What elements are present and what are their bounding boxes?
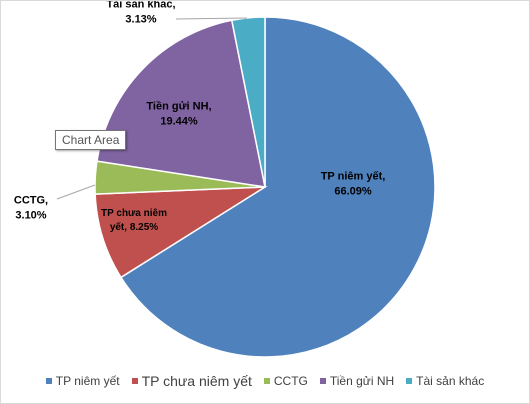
legend-item-tai-san-khac: Tài sản khác: [406, 374, 484, 388]
legend-label: Tiền gửi NH: [329, 374, 395, 388]
legend-item-cctg: CCTG: [263, 374, 308, 388]
pie-slice-tp-niem-yet[interactable]: [119, 16, 436, 358]
pie-chart: TP niêm yết, 66.09% TP chưa niêm yết, 8.25%…: [14, 1, 436, 358]
legend-swatch-icon: [131, 378, 138, 384]
data-label-tp-chua-niem-yet: TP chưa niêm yết, 8.25%: [101, 208, 167, 233]
data-label-cctg: CCTG, 3.10%: [14, 195, 48, 222]
legend-swatch-icon: [406, 378, 413, 384]
legend-label: TP chưa niêm yết: [141, 373, 252, 389]
legend-label: CCTG: [273, 374, 308, 388]
leader-line-cctg: [56, 184, 96, 200]
legend-swatch-icon: [45, 378, 52, 384]
data-label-tien-gui-nh: Tiền gửi NH, 19.44%: [146, 101, 211, 128]
legend-swatch-icon: [319, 378, 326, 384]
legend-item-tien-gui-nh: Tiền gửi NH: [319, 374, 395, 388]
legend-label: TP niêm yết: [55, 374, 120, 388]
leader-line-tai-san-khac: [175, 17, 248, 20]
chart-area-tooltip: Chart Area: [55, 130, 127, 150]
data-label-tp-niem-yet: TP niêm yết, 66.09%: [321, 171, 386, 198]
chart-legend: TP niêm yết TP chưa niêm yết CCTG Tiền g…: [1, 373, 529, 389]
data-label-tai-san-khac: Tài sản khác, 3.13%: [106, 1, 175, 26]
pie-slice-tai-san-khac[interactable]: [230, 16, 266, 188]
legend-item-tp-niem-yet: TP niêm yết: [45, 374, 120, 388]
legend-item-tp-chua-niem-yet: TP chưa niêm yết: [131, 373, 252, 389]
legend-label: Tài sản khác: [416, 374, 485, 388]
pie-slice-tp-chua-niem-yet[interactable]: [94, 186, 268, 279]
legend-swatch-icon: [263, 378, 270, 384]
